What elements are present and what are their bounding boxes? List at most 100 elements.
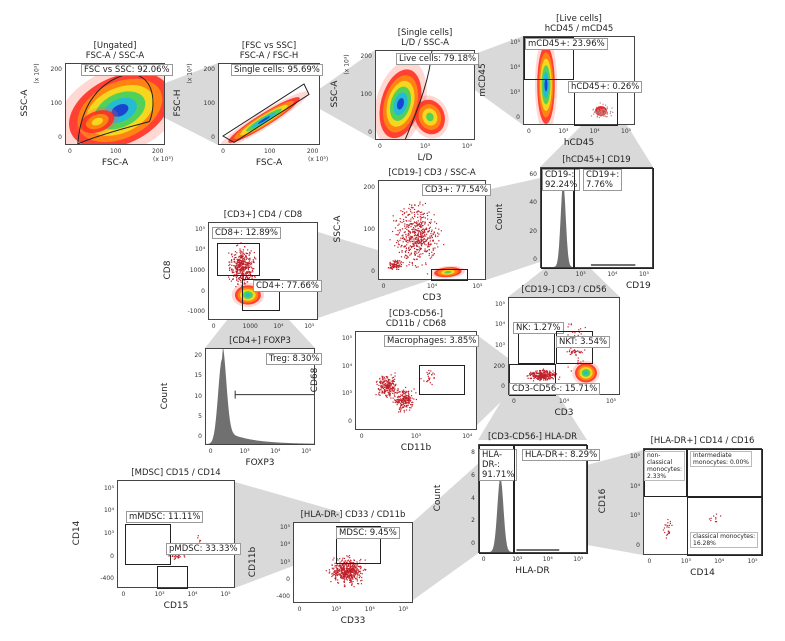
event-dot: [406, 400, 409, 402]
event-dot: [338, 573, 340, 575]
event-dot: [250, 274, 252, 276]
event-dot: [414, 232, 416, 234]
gate-region[interactable]: [509, 364, 556, 396]
gate-label: NK: 1.27%: [513, 322, 564, 334]
event-dot: [389, 394, 391, 396]
plot-area[interactable]: FSC vs SSC: 92.06%: [65, 63, 173, 145]
event-dot: [244, 259, 246, 261]
event-dot: [548, 375, 550, 377]
event-dot: [398, 391, 400, 393]
event-dot: [423, 212, 425, 215]
event-dot: [350, 578, 352, 581]
gate-region[interactable]: [336, 526, 381, 564]
event-dot: [406, 396, 408, 399]
event-dot: [237, 261, 240, 264]
plot-area[interactable]: mCD45+: 23.96% hCD45+: 0.26%: [523, 36, 643, 126]
plot-area[interactable]: Treg: 8.30%: [205, 348, 323, 445]
event-dot: [393, 389, 395, 391]
event-dot: [346, 568, 348, 570]
event-dot: [432, 247, 434, 249]
event-dot: [419, 230, 421, 233]
density-blob: [76, 107, 119, 136]
event-dot: [424, 222, 426, 224]
event-dot: [427, 224, 429, 226]
plot-area[interactable]: CD3+: 77.54%: [378, 180, 491, 281]
event-dot: [412, 231, 414, 234]
event-dot: [397, 262, 399, 264]
event-dot: [339, 573, 341, 575]
event-dot: [401, 401, 403, 403]
event-dot: [602, 113, 604, 115]
gate-region[interactable]: [125, 524, 171, 565]
gate-region[interactable]: [431, 269, 468, 281]
event-dot: [429, 382, 431, 384]
gate-region[interactable]: [419, 365, 465, 395]
event-dot: [426, 380, 428, 383]
event-dot: [388, 392, 390, 394]
event-dot: [595, 111, 597, 113]
plot-area[interactable]: Macrophages: 3.85%: [355, 331, 480, 430]
event-dot: [592, 108, 594, 110]
x-tick-label: 10⁴: [607, 271, 618, 278]
x-tick-label: 10⁵: [638, 271, 649, 278]
event-dot: [389, 385, 391, 387]
event-dot: [418, 223, 420, 225]
event-dot: [345, 561, 347, 564]
event-dot: [423, 230, 426, 232]
gate-region[interactable]: [157, 566, 188, 589]
gate-region[interactable]: [524, 37, 574, 80]
gate-region[interactable]: [514, 445, 588, 554]
gate-region[interactable]: [217, 243, 260, 276]
y-tick-label: -1000: [187, 308, 205, 316]
gate-region[interactable]: [687, 449, 763, 497]
event-dot: [396, 259, 399, 262]
event-dot: [577, 363, 579, 365]
gate-region[interactable]: [687, 497, 763, 556]
event-dot: [408, 246, 410, 248]
event-dot: [405, 233, 407, 236]
plot-area[interactable]: MDSC: 9.45%: [293, 522, 413, 603]
event-dot: [228, 261, 230, 263]
gate-region[interactable]: [242, 279, 280, 311]
gate-region[interactable]: [574, 168, 654, 269]
gate-region[interactable]: [479, 445, 514, 554]
x-axis-label: HLA-DR: [515, 566, 550, 576]
event-dot: [229, 267, 231, 269]
histogram-area: [206, 349, 314, 444]
plot-area[interactable]: Live cells: 79.18%: [375, 50, 480, 140]
event-dot: [349, 569, 351, 571]
x-tick-label: 200: [152, 148, 164, 155]
plot-area[interactable]: HLA- DR-: 91.71% HLA-DR+: 8.29%: [478, 444, 601, 554]
event-dot: [245, 272, 247, 274]
panel-title-line: [CD3-CD56-] HLA-DR: [487, 432, 578, 442]
event-dot: [245, 267, 247, 269]
event-dot: [570, 351, 572, 354]
histogram-tail: [590, 264, 636, 266]
plot-area[interactable]: NK: 1.27% NKT: 3.54% CD3-CD56-: 15.71%: [508, 297, 620, 396]
event-dot: [345, 560, 347, 562]
event-dot: [669, 522, 671, 525]
event-dot: [394, 388, 396, 390]
y-tick-label: 15: [194, 372, 202, 380]
event-dot: [172, 555, 174, 557]
plot-area[interactable]: CD19-: 92.24% CD19+: 7.76%: [540, 167, 654, 269]
event-dot: [611, 107, 613, 109]
plot-area[interactable]: Single cells: 95.69%: [218, 63, 323, 145]
event-dot: [356, 568, 358, 570]
event-dot: [415, 392, 417, 394]
event-dot: [357, 572, 359, 574]
gate-region[interactable]: [518, 331, 555, 364]
event-dot: [415, 237, 418, 239]
event-dot: [351, 583, 353, 586]
gate-region[interactable]: [541, 168, 574, 269]
plot-area[interactable]: CD8+: 12.89% CD4+: 77.66%: [208, 222, 322, 320]
event-dot: [430, 235, 433, 237]
event-dot: [390, 397, 392, 399]
x-tick-label: 10⁵: [606, 398, 617, 405]
panel-title-line: [Live cells]: [556, 14, 602, 24]
plot-area[interactable]: mMDSC: 11.11% pMDSC: 33.33%: [117, 480, 241, 589]
plot-area[interactable]: non- classical monocytes: 2.33% Intermedi…: [643, 448, 763, 556]
event-dot: [383, 390, 385, 392]
event-dot: [413, 208, 416, 211]
event-dot: [399, 402, 402, 404]
